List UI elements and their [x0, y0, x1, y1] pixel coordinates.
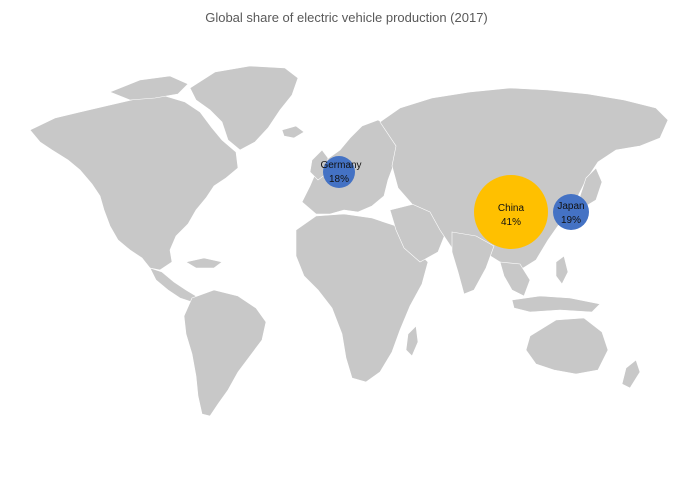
australia — [525, 317, 609, 375]
bubble-germany-share: 18% — [329, 174, 349, 185]
bubble-japan: Japan 19% — [553, 194, 589, 230]
bubble-germany-circle — [323, 156, 355, 188]
africa — [295, 213, 429, 383]
north-america — [29, 95, 239, 271]
bubble-japan-share: 19% — [561, 215, 581, 226]
southeast-asia — [499, 261, 531, 297]
arctic-islands — [109, 75, 189, 101]
madagascar — [405, 325, 419, 357]
central-america — [149, 267, 197, 303]
iceland — [281, 125, 305, 139]
indonesia — [511, 295, 601, 313]
chart-title: Global share of electric vehicle product… — [205, 10, 488, 25]
south-america — [183, 289, 267, 417]
greenland — [189, 65, 299, 151]
bubble-china-circle — [474, 175, 548, 249]
philippines — [555, 255, 569, 285]
caribbean — [185, 257, 223, 269]
bubble-germany: Germany 18% — [320, 156, 362, 188]
bubble-japan-circle — [553, 194, 589, 230]
bubble-china-country: China — [498, 203, 525, 214]
bubble-china-share: 41% — [501, 217, 521, 228]
bubble-china: China 41% — [474, 175, 548, 249]
bubble-japan-country: Japan — [557, 201, 584, 212]
japan-land — [579, 167, 603, 207]
bubble-germany-country: Germany — [320, 160, 361, 171]
india — [451, 231, 495, 295]
new-zealand — [621, 359, 641, 389]
